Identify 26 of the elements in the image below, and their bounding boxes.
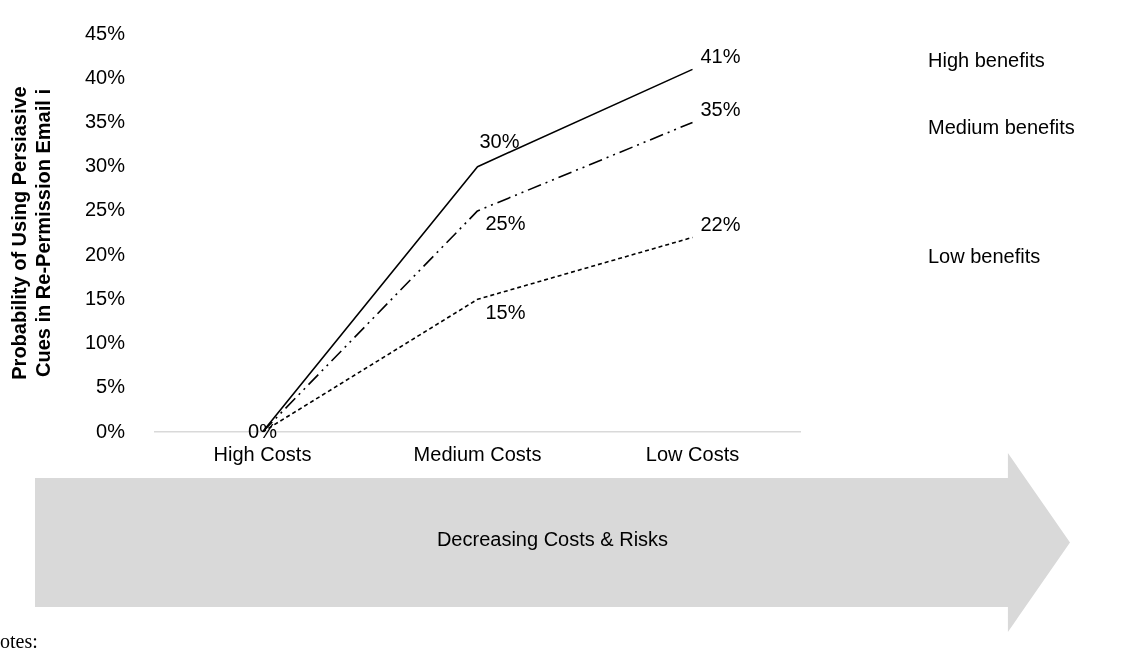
- y-tick-label: 40%: [84, 65, 126, 88]
- y-tick-label: 20%: [84, 242, 126, 265]
- text: Low benefits: [928, 244, 1041, 267]
- data-label: 41%: [700, 44, 741, 67]
- y-tick-label: 35%: [84, 109, 126, 132]
- y-tick-label: 5%: [96, 375, 126, 398]
- text: otes:: [0, 630, 38, 653]
- y-tick-label: 30%: [84, 154, 126, 177]
- x-tick-label: Low Costs: [645, 442, 740, 465]
- y-tick-label: 15%: [84, 286, 126, 309]
- data-label: 22%: [700, 212, 741, 235]
- data-label: 0%: [248, 419, 278, 442]
- x-tick-label: High Costs: [213, 442, 312, 465]
- data-label: 35%: [700, 97, 741, 120]
- data-label: 15%: [485, 300, 526, 323]
- text: High benefits: [928, 48, 1045, 71]
- data-label: 30%: [479, 130, 520, 153]
- x-tick-label: Medium Costs: [413, 442, 542, 465]
- text: Medium benefits: [928, 115, 1075, 138]
- y-tick-label: 45%: [84, 21, 126, 44]
- y-tick-label: 0%: [96, 419, 126, 442]
- y-axis-title: Probability of Using Persiasive Cues in Re-Permission Email i: [7, 86, 54, 380]
- data-label: 25%: [485, 212, 526, 235]
- y-tick-label: 10%: [84, 331, 126, 354]
- y-tick-label: 25%: [84, 198, 126, 221]
- text: Decreasing Costs & Risks: [435, 528, 670, 551]
